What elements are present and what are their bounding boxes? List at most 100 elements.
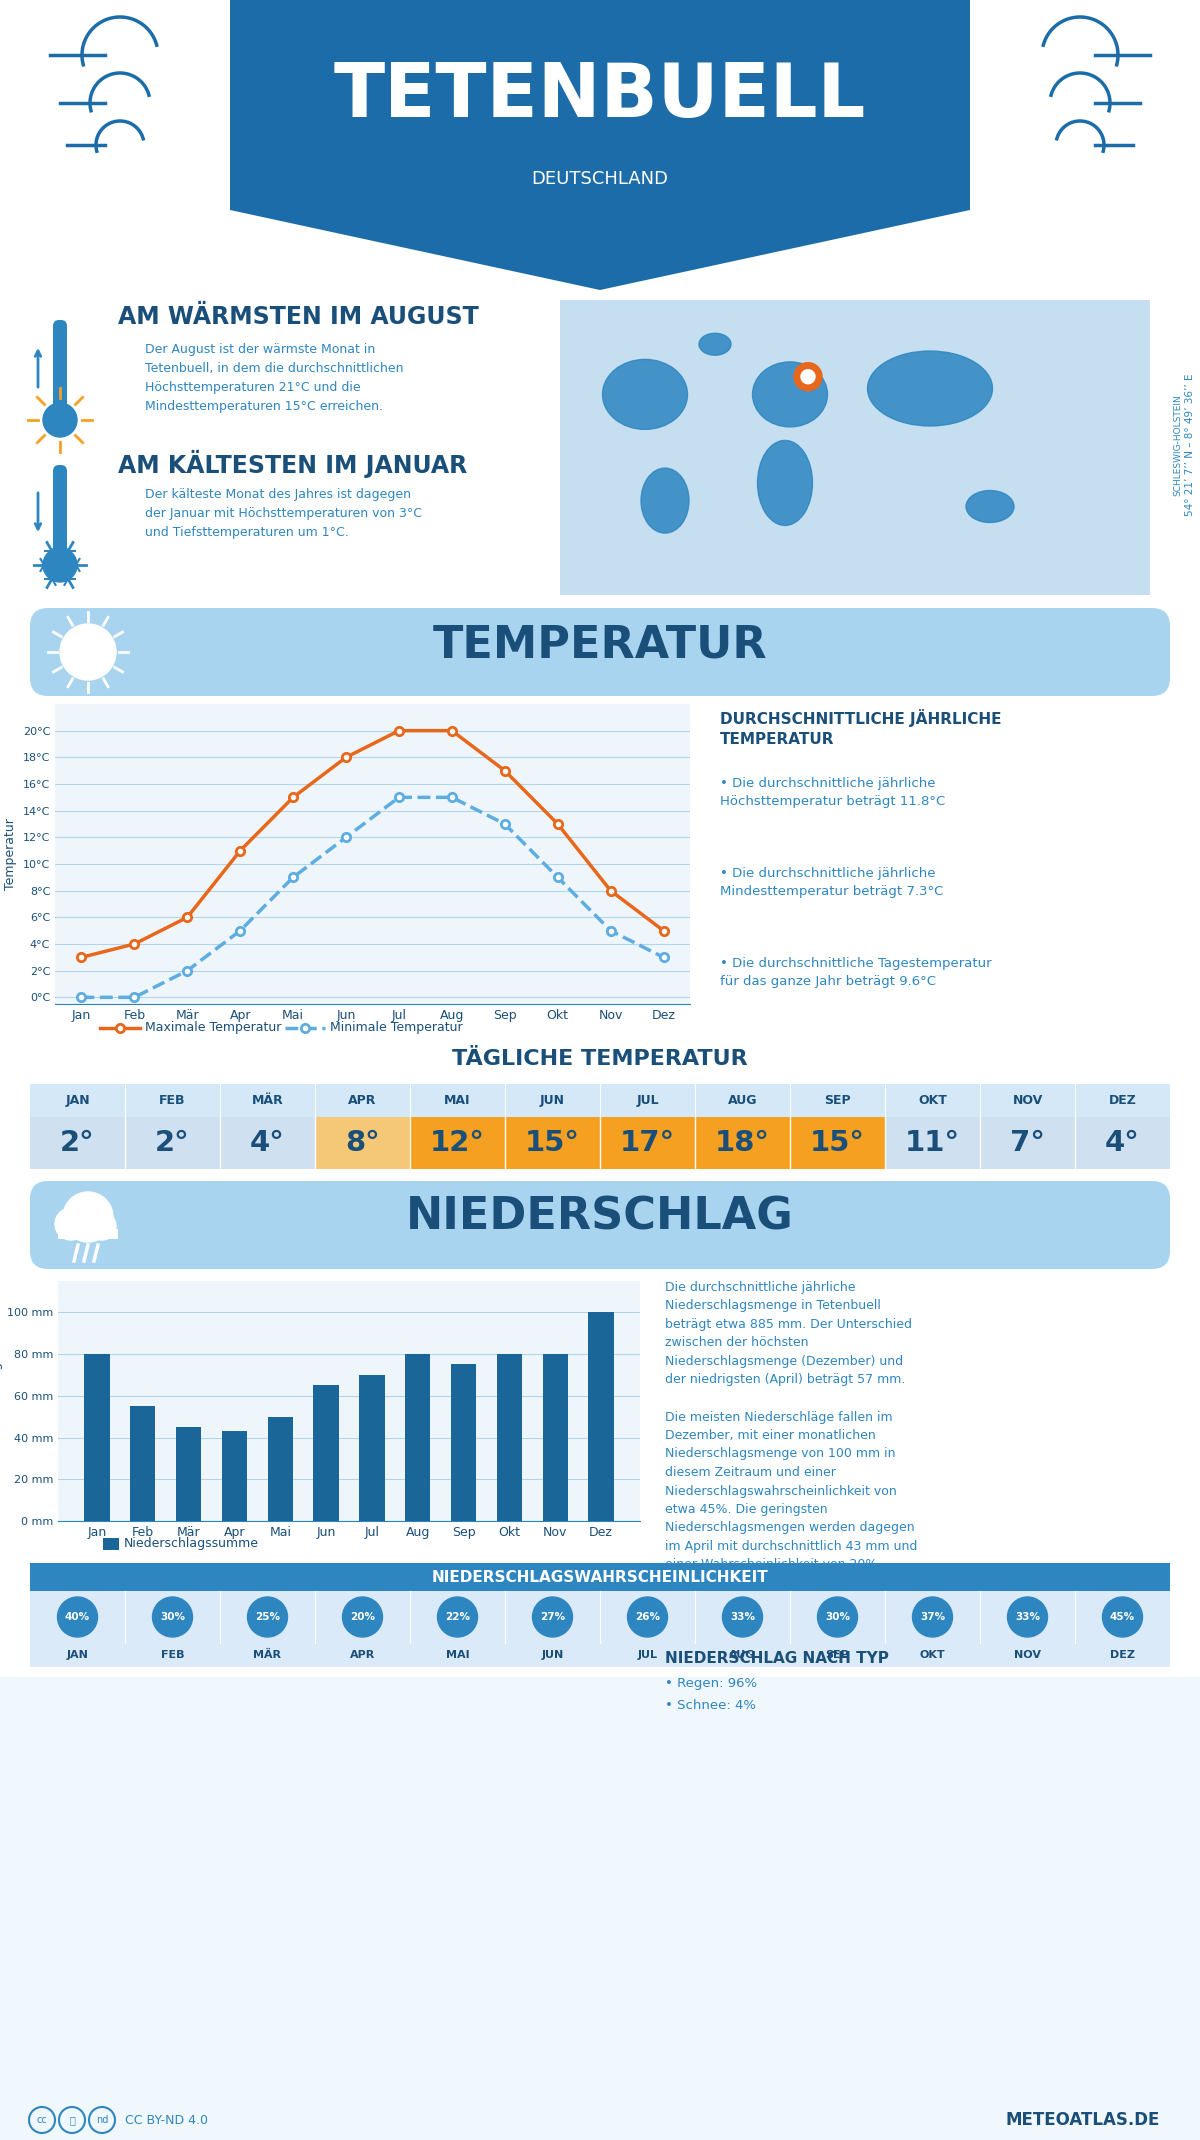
FancyBboxPatch shape [53,321,67,411]
Text: JAN: JAN [66,1650,89,1661]
Text: TEMPERATUR: TEMPERATUR [433,623,767,666]
Text: Niederschlagssumme: Niederschlagssumme [124,1537,259,1549]
Text: DEZ: DEZ [1110,1650,1135,1661]
Text: 8°: 8° [346,1130,380,1158]
Ellipse shape [757,441,812,526]
Text: CC BY-ND 4.0: CC BY-ND 4.0 [125,2114,208,2127]
Text: JAN: JAN [65,1094,90,1106]
Circle shape [817,1596,858,1637]
Bar [790,1590,886,1644]
Text: 7°: 7° [1010,1130,1045,1158]
Text: DURCHSCHNITTLICHE JÄHRLICHE
TEMPERATUR: DURCHSCHNITTLICHE JÄHRLICHE TEMPERATUR [720,708,1002,747]
Text: Der August ist der wärmste Monat in
Tetenbuell, in dem die durchschnittlichen
Hö: Der August ist der wärmste Monat in Tete… [145,342,403,413]
Text: • Regen: 96%: • Regen: 96% [665,1678,757,1691]
Bar [790,1117,886,1168]
Bar [125,1590,220,1644]
Text: cc: cc [37,2114,47,2125]
Bar [30,1644,1170,1667]
Ellipse shape [698,334,731,355]
Text: 45%: 45% [1110,1611,1135,1622]
Bar [103,1539,119,1549]
Text: 54° 21’ 7’’ N – 8° 49’ 36’’ E: 54° 21’ 7’’ N – 8° 49’ 36’’ E [1186,374,1195,516]
Circle shape [60,625,116,681]
Bar [220,1590,314,1644]
Bar [886,1590,980,1644]
Text: Die durchschnittliche jährliche
Niederschlagsmenge in Tetenbuell
beträgt etwa 88: Die durchschnittliche jährliche Niedersc… [665,1282,917,1590]
Bar [0,0,1200,291]
Text: DEUTSCHLAND: DEUTSCHLAND [532,169,668,188]
Bar [695,1117,790,1168]
Bar [600,1590,695,1644]
Bar [588,1312,613,1522]
FancyBboxPatch shape [30,608,1170,696]
Bar [560,300,1150,595]
Text: Minimale Temperatur: Minimale Temperatur [330,1021,463,1034]
Bar [497,1355,522,1522]
Text: 25%: 25% [256,1611,280,1622]
Ellipse shape [602,360,688,430]
Bar [0,291,1200,599]
Bar [30,1590,125,1644]
Bar [58,1228,118,1239]
Bar [314,1117,410,1168]
Text: 33%: 33% [730,1611,755,1622]
Text: MAI: MAI [444,1094,470,1106]
Bar [886,1117,980,1168]
Text: 33%: 33% [1015,1611,1040,1622]
Text: MÄR: MÄR [252,1094,283,1106]
Text: AM KÄLTESTEN IM JANUAR: AM KÄLTESTEN IM JANUAR [118,449,467,477]
Text: AUG: AUG [730,1650,756,1661]
Polygon shape [230,0,970,291]
Text: JUL: JUL [637,1650,658,1661]
Bar [600,1117,695,1168]
Text: JUL: JUL [636,1094,659,1106]
Bar [30,1085,1170,1117]
Bar [980,1117,1075,1168]
Text: 18°: 18° [715,1130,770,1158]
Circle shape [58,1596,97,1637]
Bar [0,1678,1200,2140]
Text: SEP: SEP [826,1650,850,1661]
Text: Der kälteste Monat des Jahres ist dagegen
der Januar mit Höchsttemperaturen von : Der kälteste Monat des Jahres ist dagege… [145,488,422,539]
Text: FEB: FEB [161,1650,185,1661]
Circle shape [43,548,77,582]
Bar [359,1374,384,1522]
Bar [268,1417,293,1522]
Text: APR: APR [350,1650,376,1661]
Text: TÄGLICHE TEMPERATUR: TÄGLICHE TEMPERATUR [452,1049,748,1070]
Circle shape [43,402,77,437]
Bar [176,1427,202,1522]
Text: • Die durchschnittliche jährliche
Höchsttemperatur beträgt 11.8°C: • Die durchschnittliche jährliche Höchst… [720,777,946,809]
Text: 15°: 15° [810,1130,865,1158]
Text: MAI: MAI [445,1650,469,1661]
Circle shape [152,1596,192,1637]
Circle shape [802,370,815,383]
FancyBboxPatch shape [53,464,67,554]
Text: 11°: 11° [905,1130,960,1158]
Text: NIEDERSCHLAGSWAHRSCHEINLICHKEIT: NIEDERSCHLAGSWAHRSCHEINLICHKEIT [432,1569,768,1584]
Bar [131,1406,156,1522]
Text: MÄR: MÄR [253,1650,282,1661]
Text: 12°: 12° [430,1130,485,1158]
Bar [30,1562,1170,1590]
Text: • Schnee: 4%: • Schnee: 4% [665,1699,756,1712]
Text: Maximale Temperatur: Maximale Temperatur [145,1021,281,1034]
Bar [1075,1590,1170,1644]
Text: • Die durchschnittliche Tagestemperatur
für das ganze Jahr beträgt 9.6°C: • Die durchschnittliche Tagestemperatur … [720,957,991,989]
Bar [695,1590,790,1644]
Text: JUN: JUN [540,1094,565,1106]
Bar [30,1117,125,1168]
Text: 27%: 27% [540,1611,565,1622]
Circle shape [722,1596,762,1637]
Text: 4°: 4° [1105,1130,1140,1158]
Ellipse shape [868,351,992,426]
Text: 2°: 2° [60,1130,95,1158]
Text: 2°: 2° [155,1130,190,1158]
Text: 4°: 4° [250,1130,284,1158]
Text: OKT: OKT [918,1094,947,1106]
Y-axis label: Temperatur: Temperatur [5,817,17,890]
Text: 30%: 30% [826,1611,850,1622]
Text: 40%: 40% [65,1611,90,1622]
Text: 17°: 17° [620,1130,676,1158]
Text: NIEDERSCHLAG NACH TYP: NIEDERSCHLAG NACH TYP [665,1650,889,1667]
